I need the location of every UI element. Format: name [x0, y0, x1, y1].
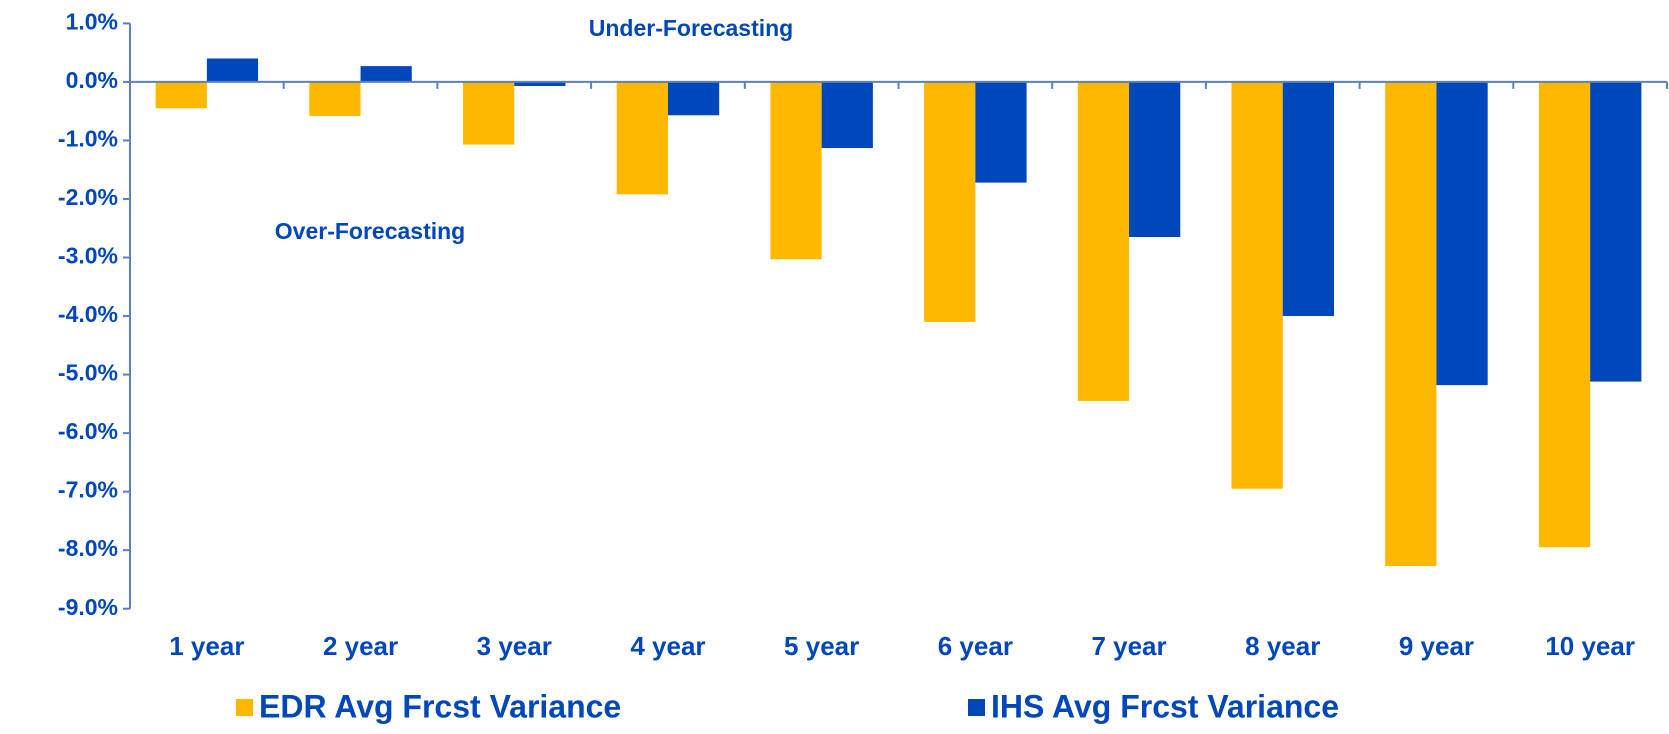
bar: [514, 81, 566, 87]
legend-label: IHS Avg Frcst Variance: [991, 688, 1339, 724]
bar: [1385, 81, 1437, 566]
y-tick-label: -8.0%: [58, 535, 118, 561]
bar: [975, 81, 1027, 183]
legend-label: EDR Avg Frcst Variance: [259, 688, 621, 724]
annotation: Under-Forecasting: [589, 15, 793, 41]
y-tick-label: -6.0%: [58, 418, 118, 444]
y-tick-label: 1.0%: [66, 8, 118, 34]
bar: [1231, 81, 1283, 489]
bar: [1436, 81, 1488, 386]
x-tick-label: 9 year: [1399, 631, 1474, 661]
x-tick-label: 2 year: [323, 631, 398, 661]
bar: [821, 81, 873, 149]
x-tick-label: 6 year: [938, 631, 1013, 661]
y-tick-label: -7.0%: [58, 477, 118, 503]
bar: [206, 58, 259, 82]
x-tick-label: 3 year: [477, 631, 552, 661]
x-tick-label: 10 year: [1545, 631, 1635, 661]
bar: [1077, 81, 1130, 401]
bar: [1590, 81, 1642, 382]
bar: [1129, 81, 1181, 238]
legend-swatch: [236, 699, 253, 716]
bar: [667, 81, 720, 116]
y-tick-label: -3.0%: [58, 243, 118, 269]
bar: [360, 66, 412, 82]
bar: [924, 81, 976, 322]
y-tick-label: -4.0%: [58, 301, 118, 327]
bar: [616, 81, 668, 195]
legend-swatch: [968, 699, 985, 716]
y-tick-label: -1.0%: [58, 126, 118, 152]
x-tick-label: 1 year: [169, 631, 244, 661]
bar: [155, 81, 207, 109]
x-tick-label: 5 year: [784, 631, 859, 661]
bar: [1538, 81, 1591, 548]
annotation: Over-Forecasting: [275, 218, 465, 244]
y-tick-label: -5.0%: [58, 360, 118, 386]
bar: [1282, 81, 1334, 317]
y-tick-label: 0.0%: [66, 67, 118, 93]
y-tick-label: -2.0%: [58, 184, 118, 210]
x-tick-label: 8 year: [1245, 631, 1320, 661]
bar: [463, 81, 515, 145]
bar: [309, 81, 361, 116]
x-tick-label: 7 year: [1091, 631, 1166, 661]
y-tick-label: -9.0%: [58, 594, 118, 620]
bar: [770, 81, 822, 260]
x-tick-label: 4 year: [630, 631, 705, 661]
